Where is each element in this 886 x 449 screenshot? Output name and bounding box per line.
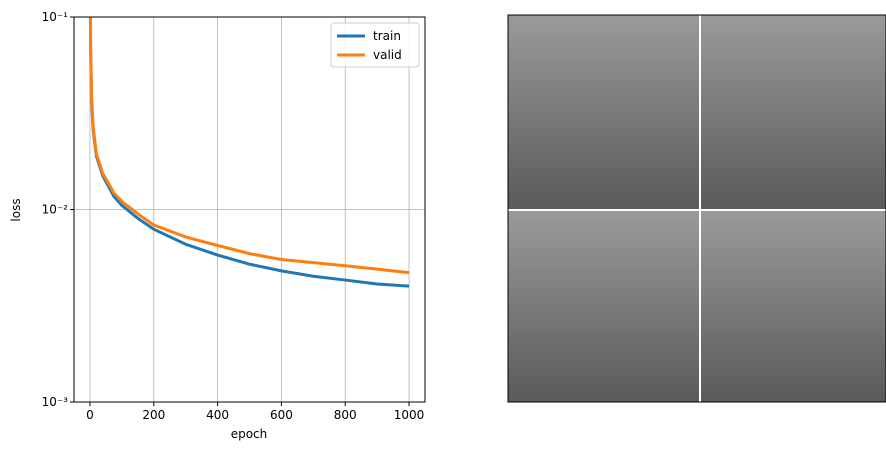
face-image [701,211,886,402]
x-tick-label: 0 [86,408,94,422]
x-tick-label: 200 [142,408,165,422]
figure: epoch loss 0 200 400 600 800 1000 10⁻³ 10⁻² 10⁻¹… [0,0,886,445]
x-axis-label: epoch [231,427,268,441]
legend-label: train [373,29,401,43]
face-images [508,15,886,402]
x-tick-label: 400 [206,408,229,422]
y-axis-label: loss [9,198,23,221]
x-tick-label: 800 [334,408,357,422]
y-tick-label: 10⁻² [42,203,69,217]
y-tick-label: 10⁻³ [42,395,69,409]
x-tick-label: 600 [270,408,293,422]
y-tick-label: 10⁻¹ [42,10,69,24]
face-image [508,15,699,209]
face-image [508,211,699,402]
face-image [701,15,886,209]
legend-label: valid [373,48,402,62]
x-tick-label: 1000 [394,408,425,422]
